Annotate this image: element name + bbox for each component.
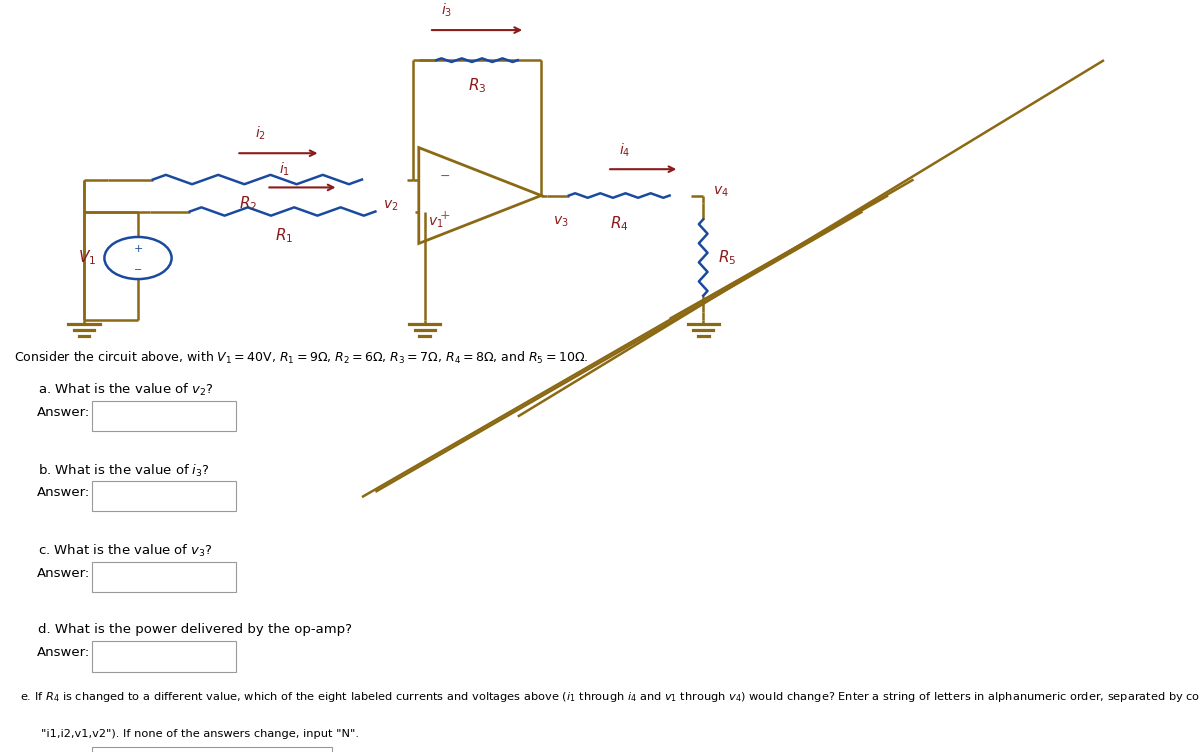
FancyBboxPatch shape <box>92 747 332 752</box>
Text: b. What is the value of $i_3$?: b. What is the value of $i_3$? <box>38 462 210 478</box>
Text: $v_2$: $v_2$ <box>383 199 398 213</box>
FancyBboxPatch shape <box>92 562 236 592</box>
Text: c. What is the value of $v_3$?: c. What is the value of $v_3$? <box>38 543 214 559</box>
Text: "i1,i2,v1,v2"). If none of the answers change, input "N".: "i1,i2,v1,v2"). If none of the answers c… <box>41 729 359 739</box>
Text: $v_3$: $v_3$ <box>553 214 569 229</box>
Text: $-$: $-$ <box>439 169 450 182</box>
Text: Answer:: Answer: <box>37 486 90 499</box>
Text: $+$: $+$ <box>133 243 143 254</box>
Text: $i_1$: $i_1$ <box>278 160 290 177</box>
Text: $i_4$: $i_4$ <box>619 142 631 159</box>
Text: $i_3$: $i_3$ <box>442 2 452 19</box>
Text: $v_4$: $v_4$ <box>713 184 728 199</box>
Text: Answer:: Answer: <box>37 405 90 419</box>
Text: $+$: $+$ <box>439 209 450 222</box>
Text: e. If $R_4$ is changed to a different value, which of the eight labeled currents: e. If $R_4$ is changed to a different va… <box>20 690 1200 705</box>
Text: Answer:: Answer: <box>37 566 90 580</box>
Text: $R_5$: $R_5$ <box>718 248 736 267</box>
FancyBboxPatch shape <box>92 481 236 511</box>
FancyBboxPatch shape <box>92 401 236 431</box>
Text: d. What is the power delivered by the op-amp?: d. What is the power delivered by the op… <box>38 623 353 635</box>
Text: $v_1$: $v_1$ <box>428 215 444 229</box>
Text: $R_4$: $R_4$ <box>610 214 629 233</box>
Text: $-$: $-$ <box>133 262 143 272</box>
Text: $R_1$: $R_1$ <box>275 226 294 245</box>
Text: $i_2$: $i_2$ <box>254 125 266 142</box>
Text: $R_3$: $R_3$ <box>468 77 486 96</box>
Text: $V_1$: $V_1$ <box>78 249 96 268</box>
Text: Consider the circuit above, with $V_1 = 40$V, $R_1 = 9\Omega$, $R_2 = 6\Omega$, : Consider the circuit above, with $V_1 = … <box>14 350 589 365</box>
FancyBboxPatch shape <box>92 641 236 672</box>
Text: Answer:: Answer: <box>37 646 90 660</box>
Text: $R_2$: $R_2$ <box>239 195 258 214</box>
Text: a. What is the value of $v_2$?: a. What is the value of $v_2$? <box>38 382 215 398</box>
